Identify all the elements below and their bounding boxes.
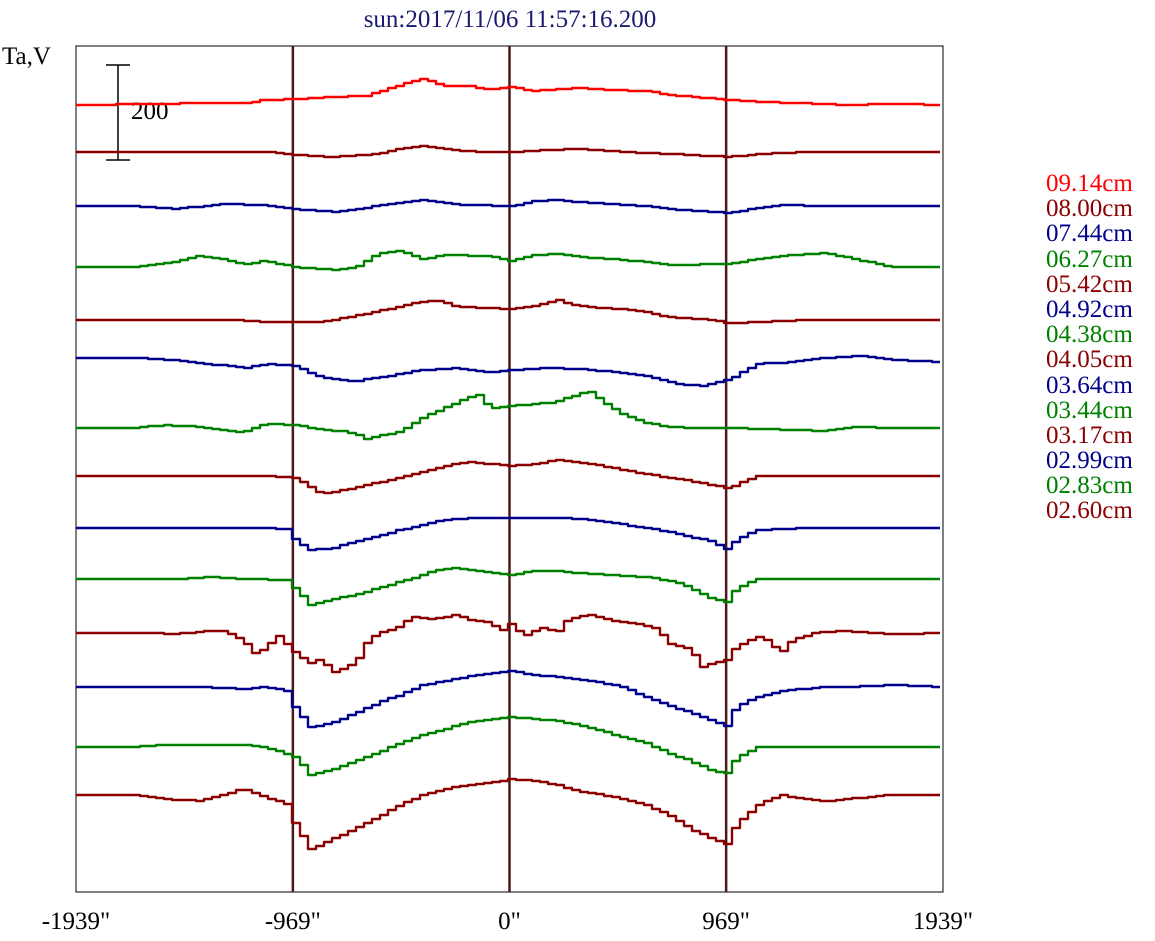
legend-item-03.44cm: 03.44cm xyxy=(1046,396,1133,424)
series-line-02.60cm xyxy=(76,777,940,851)
legend-item-05.42cm: 05.42cm xyxy=(1046,270,1133,298)
scale-bar-label: 200 xyxy=(131,98,169,125)
series-line-04.92cm xyxy=(76,354,940,388)
scale-bar: 200 xyxy=(106,64,169,161)
series-line-03.64cm xyxy=(76,516,940,552)
series-line-06.27cm xyxy=(76,249,940,272)
legend-item-04.38cm: 04.38cm xyxy=(1046,321,1133,349)
legend-item-04.92cm: 04.92cm xyxy=(1046,295,1133,323)
x-tick-label-1: -969" xyxy=(265,908,321,935)
legend-item-02.99cm: 02.99cm xyxy=(1046,447,1133,475)
x-tick-label-4: 1939" xyxy=(913,908,973,935)
series-line-04.38cm xyxy=(76,390,940,441)
legend-item-06.27cm: 06.27cm xyxy=(1046,245,1133,273)
legend-item-07.44cm: 07.44cm xyxy=(1046,220,1133,248)
chart-title: sun:2017/11/06 11:57:16.200 xyxy=(364,6,657,33)
legend-item-09.14cm: 09.14cm xyxy=(1046,170,1133,197)
x-axis-ticks: -1939" -969" 0" 969" 1939" xyxy=(42,908,973,935)
series-line-03.44cm xyxy=(76,566,940,607)
series-line-05.42cm xyxy=(76,298,940,325)
series-line-08.00cm xyxy=(76,144,940,159)
legend-item-03.17cm: 03.17cm xyxy=(1046,421,1133,449)
legend: 09.14cm 08.00cm 07.44cm 06.27cm 05.42cm 04.92… xyxy=(1046,171,1133,524)
legend-item-08.00cm: 08.00cm xyxy=(1046,195,1133,223)
legend-item-03.64cm: 03.64cm xyxy=(1046,371,1133,399)
x-tick-label-0: -1939" xyxy=(42,908,111,935)
series-line-02.99cm xyxy=(76,669,940,729)
series-line-07.44cm xyxy=(76,198,940,215)
series-group xyxy=(76,77,940,851)
legend-item-02.60cm: 02.60cm xyxy=(1046,497,1133,525)
x-tick-label-2: 0" xyxy=(498,908,521,935)
legend-item-02.83cm: 02.83cm xyxy=(1046,472,1133,500)
legend-item-04.05cm: 04.05cm xyxy=(1046,346,1133,374)
y-axis-label: Ta,V xyxy=(2,43,51,70)
series-line-03.17cm xyxy=(76,613,940,674)
series-line-04.05cm xyxy=(76,458,940,495)
series-line-09.14cm xyxy=(76,77,940,107)
x-tick-label-3: 969" xyxy=(702,908,750,935)
limb-markers xyxy=(291,46,728,892)
series-line-02.83cm xyxy=(76,715,940,777)
